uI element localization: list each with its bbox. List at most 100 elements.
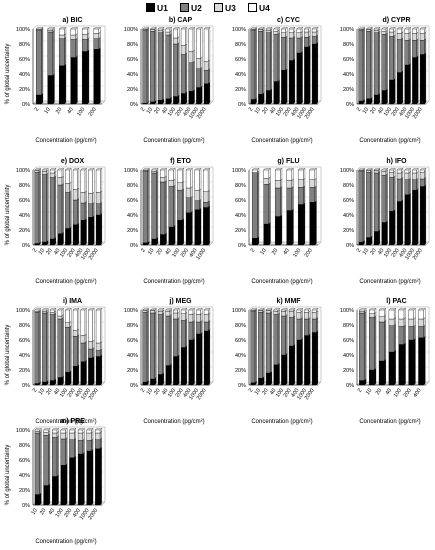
- bar-segment-u3: [72, 330, 78, 337]
- bar-segment-u3: [412, 172, 417, 180]
- bar-segment-side: [69, 190, 72, 229]
- bar-segment-u3: [49, 312, 55, 315]
- bar-segment-u3: [95, 342, 101, 351]
- bar-segment-u3: [157, 30, 163, 33]
- bar-segment-side: [154, 311, 157, 380]
- y-tick-label: 80%: [127, 42, 138, 48]
- y-tick-label: 80%: [343, 323, 354, 329]
- legend-label: U1: [157, 3, 168, 13]
- bar-segment-u4: [35, 28, 42, 30]
- legend-label: U4: [259, 3, 270, 13]
- bar-segment-side: [87, 49, 90, 105]
- bar-segment-u1: [263, 223, 270, 246]
- bar-segment-u4: [65, 169, 70, 184]
- bar-segment-u1: [93, 49, 100, 105]
- legend: U1 U2 U3 U4: [0, 2, 435, 16]
- bar-segment-side: [69, 226, 72, 246]
- bar-segment-side: [384, 320, 386, 362]
- bar-segment-u4: [188, 28, 194, 52]
- y-tick-label: 60%: [19, 198, 30, 204]
- bar-segment-u1: [311, 43, 317, 105]
- bar-segment-u3: [296, 312, 302, 320]
- bar-segment-u4: [288, 28, 294, 33]
- bar-segment-u4: [250, 28, 256, 30]
- bar-segment-u2: [281, 37, 286, 71]
- bar-segment-u3: [77, 432, 83, 441]
- bar-segment-u2: [58, 38, 65, 66]
- bar-segment-u4: [142, 28, 148, 30]
- bar-segment-side: [182, 218, 184, 246]
- bar-segment-u3: [180, 45, 186, 55]
- bar-segment-u4: [65, 309, 70, 323]
- bar-segment-u4: [311, 309, 317, 313]
- bar-segment-side: [401, 70, 404, 105]
- x-tick-label: 2: [140, 107, 147, 113]
- bar-segment-side: [384, 359, 386, 386]
- bar-segment-u4: [70, 28, 77, 36]
- x-tick-label: 100: [383, 248, 393, 259]
- bar-segment-side: [378, 30, 381, 96]
- x-tick-label: 40: [377, 107, 385, 115]
- x-tick-label: 100: [59, 248, 69, 259]
- bar-segment-u1: [304, 46, 309, 105]
- bar-segment-side: [177, 354, 180, 386]
- x-axis-label: Concentration (pg/cm²): [359, 279, 421, 285]
- bar-segment-u2: [57, 318, 63, 378]
- y-tick-label: 40%: [127, 353, 138, 359]
- bar-segment-side: [393, 209, 396, 246]
- bar-segment-side: [177, 317, 180, 357]
- bar-segment-side: [162, 372, 165, 386]
- bar-segment-u1: [173, 96, 178, 105]
- bar-segment-u4: [265, 28, 271, 31]
- x-tick-label: 2: [34, 107, 41, 113]
- bar-segment-side: [100, 213, 103, 246]
- bar-segment-u3: [296, 32, 302, 39]
- bar-segment-side: [416, 177, 419, 191]
- bar-segment-u2: [142, 30, 148, 104]
- chart-svg: 0% 20% 40% 60% 80% 100% 2 10 20 40100200400100020…: [340, 166, 430, 261]
- bar-segment-side: [77, 168, 80, 190]
- bar-segment-side: [77, 308, 80, 331]
- y-tick-label: 0%: [22, 102, 30, 108]
- bar-segment-u4: [34, 429, 40, 432]
- bar-segment-u2: [142, 171, 148, 243]
- bar-segment-u1: [173, 356, 178, 386]
- x-tick-label: 200: [391, 248, 401, 259]
- bar-segment-u3: [65, 183, 70, 193]
- bar-segment-u2: [93, 38, 100, 50]
- bar-segment-u4: [180, 309, 186, 314]
- bar-segment-side: [200, 320, 203, 335]
- bar-segment-side: [293, 58, 296, 105]
- bar-segment-u1: [47, 75, 54, 105]
- bar-segment-side: [92, 347, 95, 359]
- bar-segment-side: [185, 52, 188, 94]
- bar-segment-u1: [274, 216, 281, 246]
- bar-segment-side: [401, 37, 404, 73]
- bar-segment-u4: [95, 309, 101, 344]
- bar-segment-u1: [304, 335, 309, 386]
- y-tick-label: 0%: [22, 503, 30, 509]
- bar-segment-u1: [165, 365, 171, 386]
- y-tick-label: 0%: [130, 102, 138, 108]
- bar-segment-u1: [157, 374, 163, 386]
- bar-segment-side: [192, 338, 195, 386]
- bar-segment-u4: [398, 309, 405, 320]
- bar-segment-u4: [404, 169, 410, 174]
- bar-segment-side: [208, 59, 211, 71]
- bar-segment-side: [173, 184, 176, 228]
- bar-segment-side: [385, 32, 388, 91]
- bar-segment-side: [208, 27, 211, 62]
- bar-segment-side: [200, 27, 203, 59]
- bar-segment-side: [38, 170, 41, 244]
- bar-segment-side: [374, 368, 377, 386]
- bar-segment-side: [92, 168, 95, 194]
- y-tick-label: 20%: [235, 368, 246, 374]
- bar-segment-side: [41, 93, 44, 105]
- y-tick-label: 80%: [127, 323, 138, 329]
- x-tick-label: 10: [147, 248, 155, 256]
- bar-segment-u3: [265, 30, 271, 33]
- bar-segment-u2: [309, 187, 316, 203]
- legend-label: U2: [191, 3, 202, 13]
- x-axis-label: Concentration (pg/cm²): [143, 279, 205, 285]
- bar-segment-u2: [288, 317, 294, 347]
